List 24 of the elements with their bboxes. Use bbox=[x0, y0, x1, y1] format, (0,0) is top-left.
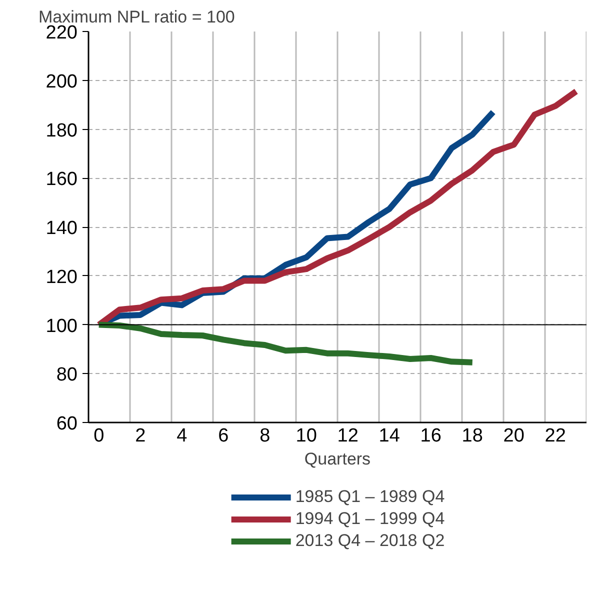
x-tick-label: 6 bbox=[218, 426, 229, 446]
x-tick-label: 16 bbox=[420, 426, 442, 446]
x-tick-label: 12 bbox=[337, 426, 358, 446]
x-tick-label: 10 bbox=[296, 426, 317, 446]
x-tick-label: 18 bbox=[462, 426, 483, 446]
y-tick-label: 120 bbox=[46, 266, 78, 288]
y-tick-label: 180 bbox=[46, 120, 78, 142]
x-tick-label: 2 bbox=[135, 426, 146, 446]
legend-label: 1985 Q1 – 1989 Q4 bbox=[295, 486, 445, 506]
legend-label: 2013 Q4 – 2018 Q2 bbox=[295, 530, 445, 550]
y-tick-label: 80 bbox=[56, 364, 78, 386]
legend-label: 1994 Q1 – 1999 Q4 bbox=[295, 508, 445, 528]
x-axis-title: Quarters bbox=[304, 450, 371, 468]
y-tick-label: 60 bbox=[56, 414, 78, 434]
x-tick-label: 0 bbox=[94, 426, 104, 446]
y-tick-label: 160 bbox=[46, 169, 78, 190]
x-tick-label: 22 bbox=[544, 426, 566, 446]
y-tick-label: 140 bbox=[46, 218, 78, 239]
y-tick-label: 100 bbox=[46, 316, 78, 337]
x-tick-label: 20 bbox=[503, 426, 524, 446]
x-tick-label: 14 bbox=[378, 426, 400, 446]
x-tick-label: 8 bbox=[260, 426, 270, 446]
y-tick-label: 200 bbox=[46, 71, 78, 92]
x-tick-label: 4 bbox=[176, 426, 188, 446]
